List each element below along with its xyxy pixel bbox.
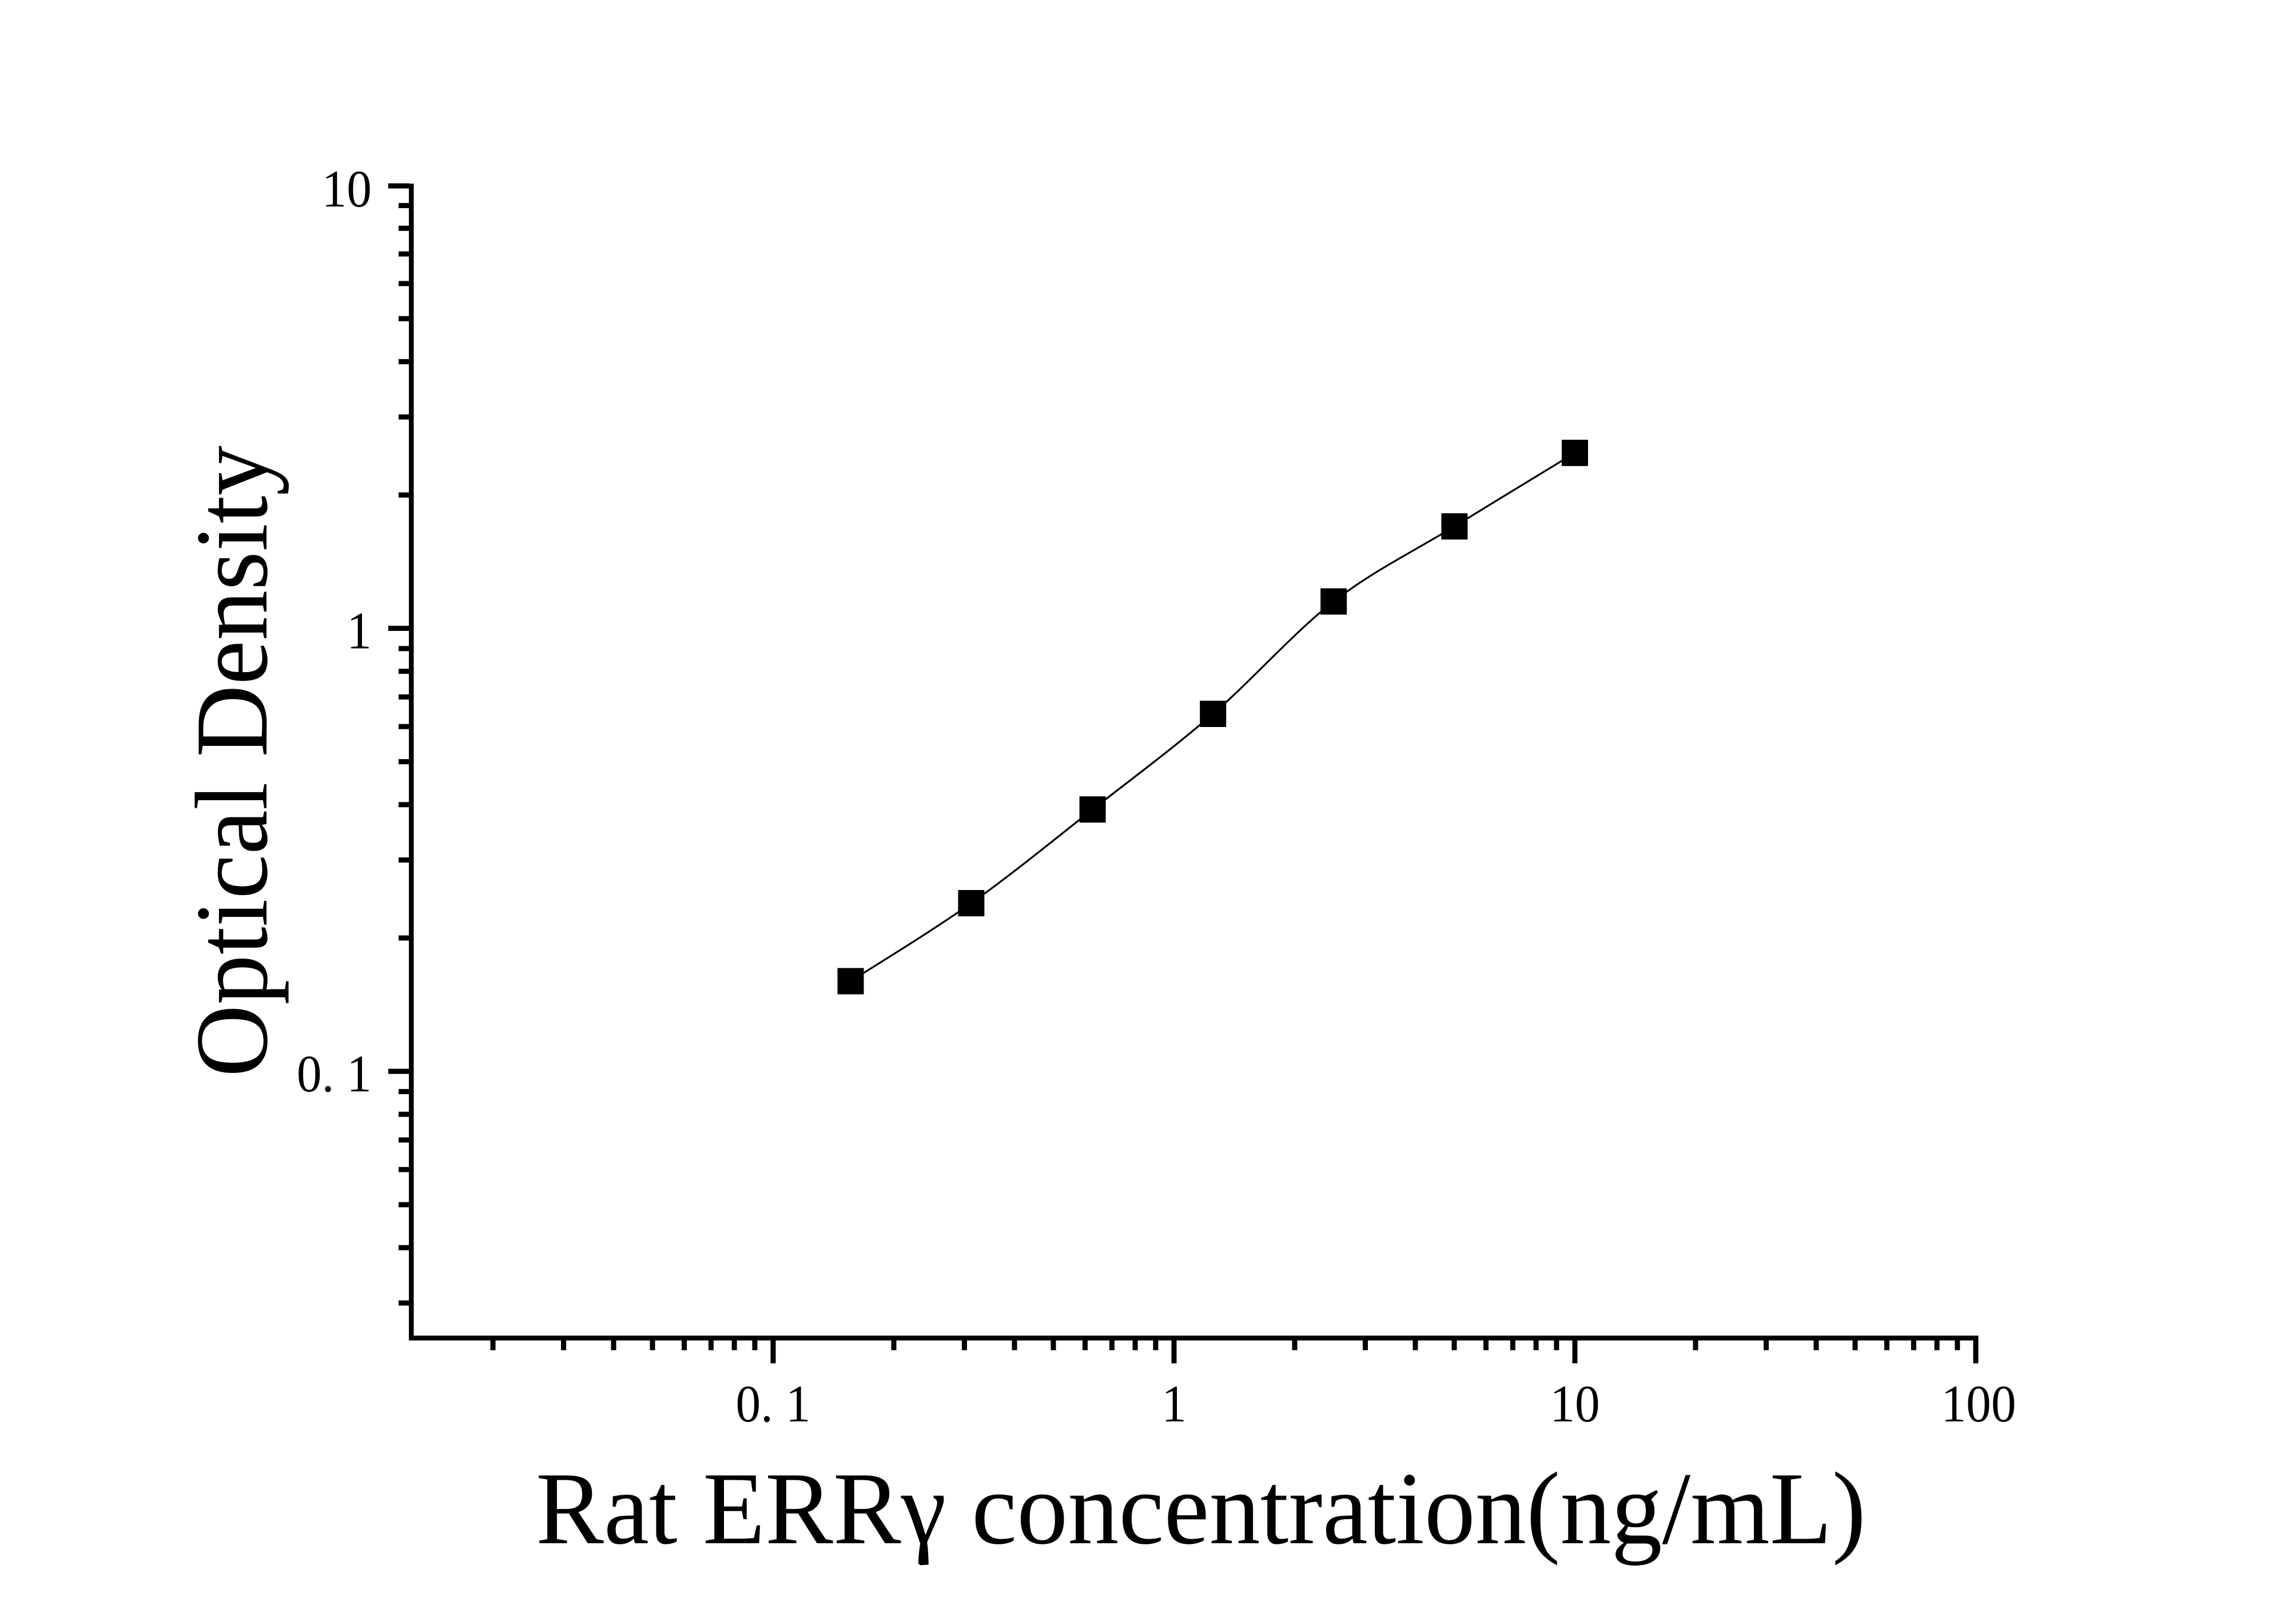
svg-text:10: 10 — [322, 160, 372, 218]
svg-text:Rat ERRγ concentration(ng/mL): Rat ERRγ concentration(ng/mL) — [536, 1452, 1866, 1566]
svg-text:0. 1: 0. 1 — [297, 1045, 372, 1103]
svg-text:100: 100 — [1941, 1375, 2016, 1433]
svg-text:Optical Density: Optical Density — [175, 446, 289, 1077]
svg-text:1: 1 — [347, 602, 372, 661]
svg-text:10: 10 — [1550, 1375, 1599, 1433]
svg-text:0. 1: 0. 1 — [735, 1375, 810, 1433]
svg-text:1: 1 — [1161, 1375, 1187, 1433]
